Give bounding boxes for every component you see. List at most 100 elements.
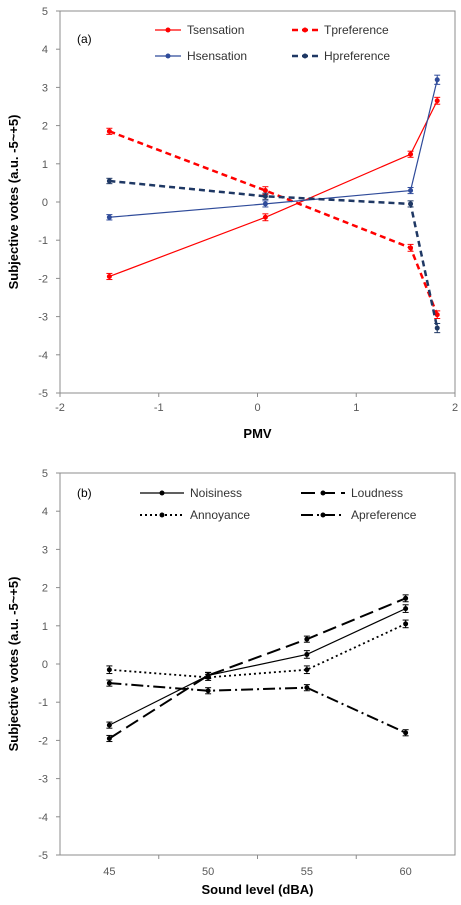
series-line: [109, 623, 407, 679]
series-line: [108, 130, 439, 316]
legend-label: Apreference: [351, 508, 417, 522]
data-point: [434, 312, 440, 318]
legend-label: Hpreference: [324, 49, 390, 63]
legend-marker: [320, 512, 326, 518]
series-line: [109, 682, 407, 734]
data-point: [408, 201, 414, 207]
y-tick-label: 0: [42, 659, 48, 671]
data-point: [408, 188, 414, 194]
legend-entry: Hpreference: [292, 49, 390, 63]
legend-marker: [165, 53, 171, 59]
series-noisiness: [106, 604, 409, 729]
y-tick-label: 5: [42, 468, 48, 480]
data-point: [106, 128, 112, 134]
series-hpreference: [106, 177, 441, 334]
x-tick-label: 2: [452, 402, 458, 414]
x-tick-label: -1: [154, 402, 164, 414]
y-tick-label: -3: [38, 312, 48, 324]
legend-label: Tsensation: [187, 23, 244, 37]
x-axis-title: Sound level (dBA): [202, 882, 314, 897]
data-point: [106, 667, 112, 673]
y-tick-label: 1: [42, 621, 48, 633]
data-point: [106, 178, 112, 184]
data-point: [262, 193, 268, 199]
data-point: [408, 151, 414, 157]
legend-label: Annoyance: [190, 508, 250, 522]
legend-entry: Noisiness: [140, 486, 242, 500]
legend-marker: [165, 27, 171, 33]
x-tick-label: 0: [254, 402, 260, 414]
chart-panel-1: 5 4 3 2 1 0 -1 -2 -3 -4 -5 45 50 55 60 Sound level (dBA…: [6, 468, 456, 897]
y-tick-label: 3: [42, 544, 48, 556]
legend-label: Loudness: [351, 486, 403, 500]
y-tick-label: -1: [38, 235, 48, 247]
series-tpreference: [106, 127, 441, 320]
y-tick-label: 2: [42, 583, 48, 595]
x-tick-label: -2: [55, 402, 65, 414]
y-tick-label: 1: [42, 159, 48, 171]
legend-entry: Tsensation: [155, 23, 244, 37]
y-tick-label: -5: [38, 388, 48, 400]
series-line: [109, 79, 438, 218]
x-tick-label: 50: [202, 866, 214, 878]
data-point: [106, 722, 112, 728]
series-apreference: [106, 679, 409, 737]
data-point: [304, 636, 310, 642]
x-axis-title: PMV: [243, 426, 272, 441]
y-tick-label: 3: [42, 82, 48, 94]
data-point: [403, 606, 409, 612]
y-tick-label: -2: [38, 273, 48, 285]
y-tick-label: -1: [38, 697, 48, 709]
plot-area: [59, 10, 456, 394]
legend-entry: Loudness: [301, 486, 403, 500]
data-point: [106, 273, 112, 279]
data-point: [304, 667, 310, 673]
data-point: [403, 730, 409, 736]
y-tick-label: 2: [42, 121, 48, 133]
legend-marker: [302, 27, 308, 33]
y-tick-label: 0: [42, 197, 48, 209]
data-point: [262, 214, 268, 220]
legend-label: Hsensation: [187, 49, 247, 63]
data-point: [434, 325, 440, 331]
data-point: [106, 680, 112, 686]
y-tick-label: -4: [38, 812, 48, 824]
x-tick-label: 45: [103, 866, 115, 878]
legend-entry: Tpreference: [292, 23, 389, 37]
y-tick-label: -5: [38, 850, 48, 862]
data-point: [403, 595, 409, 601]
y-tick-label: -2: [38, 735, 48, 747]
x-tick-label: 60: [400, 866, 412, 878]
series-line: [108, 597, 407, 740]
series-loudness: [106, 594, 409, 743]
data-point: [205, 674, 211, 680]
y-tick-label: -4: [38, 350, 48, 362]
data-point: [408, 245, 414, 251]
series-hsensation: [106, 74, 441, 221]
data-point: [304, 685, 310, 691]
legend-marker: [159, 490, 165, 496]
series-line: [109, 608, 406, 726]
legend-entry: Apreference: [301, 508, 417, 522]
plot-area: [59, 472, 456, 856]
y-axis-title: Subjective votes (a.u. -5~+5): [6, 115, 21, 290]
panel-label: (b): [77, 486, 92, 500]
legend-marker: [159, 512, 165, 518]
series-tsensation: [106, 96, 441, 281]
y-tick-label: 4: [42, 44, 48, 56]
panel-label: (a): [77, 32, 92, 46]
legend-label: Tpreference: [324, 23, 389, 37]
x-tick-label: 1: [353, 402, 359, 414]
chart-panel-0: 5 4 3 2 1 0 -1 -2 -3 -4 -5 -2 -1 0 1 2 PMV Subjective vot…: [6, 6, 458, 441]
data-point: [106, 735, 112, 741]
data-point: [262, 201, 268, 207]
series-line: [109, 100, 438, 278]
legend-entry: Annoyance: [140, 508, 250, 522]
y-tick-label: -3: [38, 774, 48, 786]
legend-entry: Hsensation: [155, 49, 247, 63]
x-tick-label: 55: [301, 866, 313, 878]
legend-marker: [302, 53, 308, 59]
series-annoyance: [106, 619, 409, 681]
data-point: [205, 688, 211, 694]
